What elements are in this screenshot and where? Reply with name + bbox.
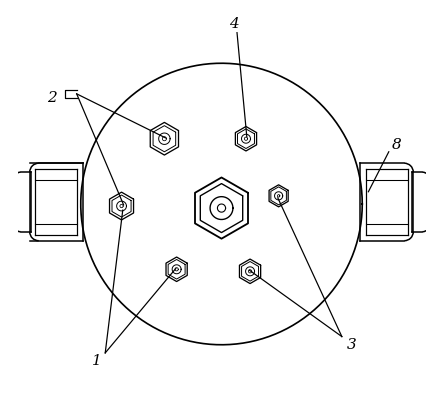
Text: 1: 1: [92, 354, 102, 368]
Text: 3: 3: [347, 338, 357, 352]
Text: 2: 2: [47, 91, 57, 105]
Text: 8: 8: [392, 138, 402, 152]
Text: 4: 4: [229, 18, 239, 31]
